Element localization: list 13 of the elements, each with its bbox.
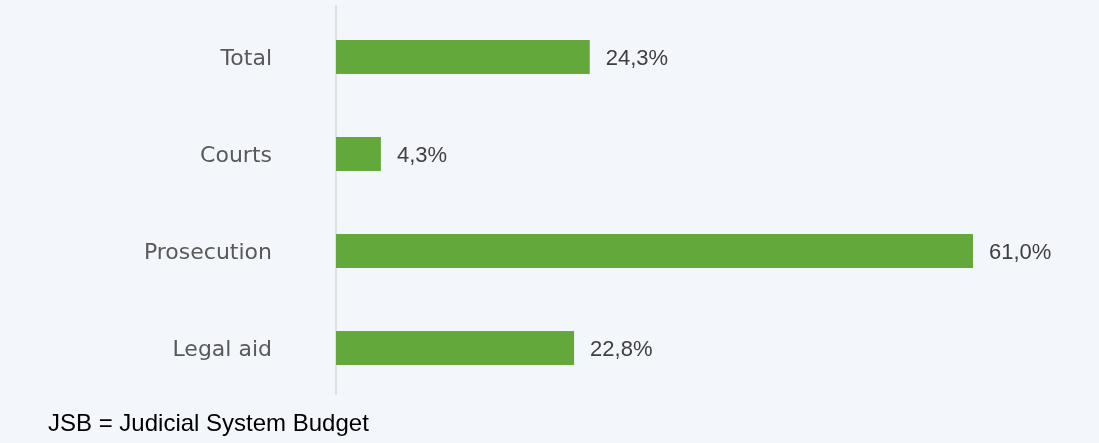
y-tick-label: Courts [200, 141, 272, 167]
y-tick-label: Prosecution [143, 238, 272, 264]
y-tick-label: Total [219, 44, 272, 70]
y-tick-label: Legal aid [172, 335, 272, 361]
data-label: 4,3% [396, 141, 448, 167]
data-label: 22,8% [590, 335, 653, 361]
text: JSB = Judicial System Budget [48, 409, 370, 436]
data-label: 61,0% [989, 238, 1052, 264]
bar [336, 331, 575, 365]
bar [336, 40, 590, 74]
data-label: 24,3% [605, 44, 669, 70]
bar [336, 137, 381, 171]
bar [336, 234, 973, 268]
